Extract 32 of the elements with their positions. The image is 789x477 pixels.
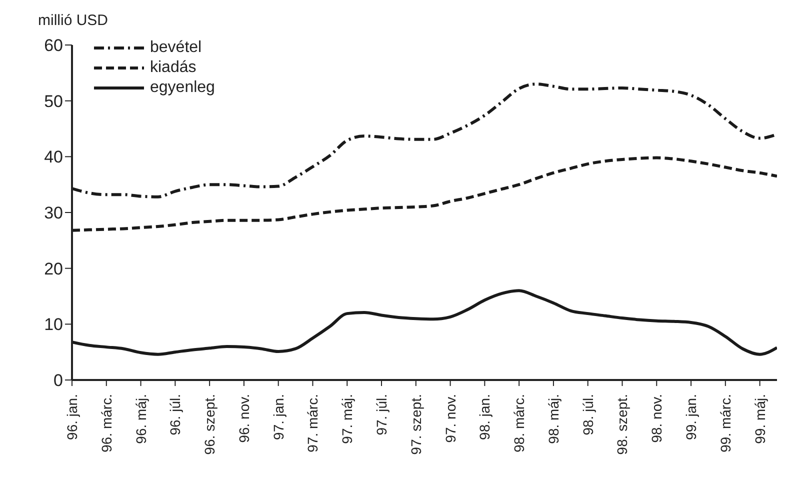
x-tick-label: 97. júl.	[374, 394, 390, 436]
x-tick-label: 97. nov.	[442, 394, 458, 443]
x-tick-label: 97. márc.	[304, 394, 321, 452]
x-tick-label: 96. júl.	[167, 394, 184, 436]
x-tick-label: 99. máj.	[752, 394, 768, 444]
x-tick-label: 99. jan.	[683, 394, 700, 440]
x-tick-label: 98. márc.	[511, 394, 528, 452]
x-tick-label: 96. máj.	[132, 394, 149, 444]
x-tick-label: 97. jan.	[270, 394, 286, 440]
x-tick-label: 99. márc.	[717, 394, 734, 452]
y-axis-title: millió USD	[38, 12, 108, 29]
x-tick-label: 98. szept.	[614, 394, 630, 455]
x-tick-label: 96. márc.	[98, 394, 114, 452]
y-tick-label: 20	[44, 259, 63, 278]
y-tick-label: 50	[44, 92, 63, 111]
y-tick-label: 10	[44, 315, 63, 334]
legend-label: egyenleg	[150, 79, 215, 97]
legend-label: bevétel	[150, 39, 202, 57]
y-tick-label: 30	[44, 204, 63, 223]
x-tick-label: 96. jan.	[64, 394, 80, 440]
x-tick-label: 98. júl.	[580, 394, 596, 436]
y-tick-label: 60	[44, 36, 63, 56]
x-tick-label: 98. jan.	[476, 394, 493, 440]
x-tick-label: 98. nov.	[648, 394, 665, 443]
x-tick-label: 97. máj.	[339, 394, 356, 444]
x-tick-label: 97. szept.	[408, 394, 424, 455]
x-tick-label: 96. nov.	[236, 394, 252, 443]
y-tick-label: 40	[44, 148, 63, 167]
y-tick-label: 0	[54, 371, 63, 390]
x-tick-label: 96. szept.	[202, 394, 218, 455]
x-tick-label: 98. máj.	[545, 394, 562, 444]
legend-label: kiadás	[150, 59, 196, 77]
